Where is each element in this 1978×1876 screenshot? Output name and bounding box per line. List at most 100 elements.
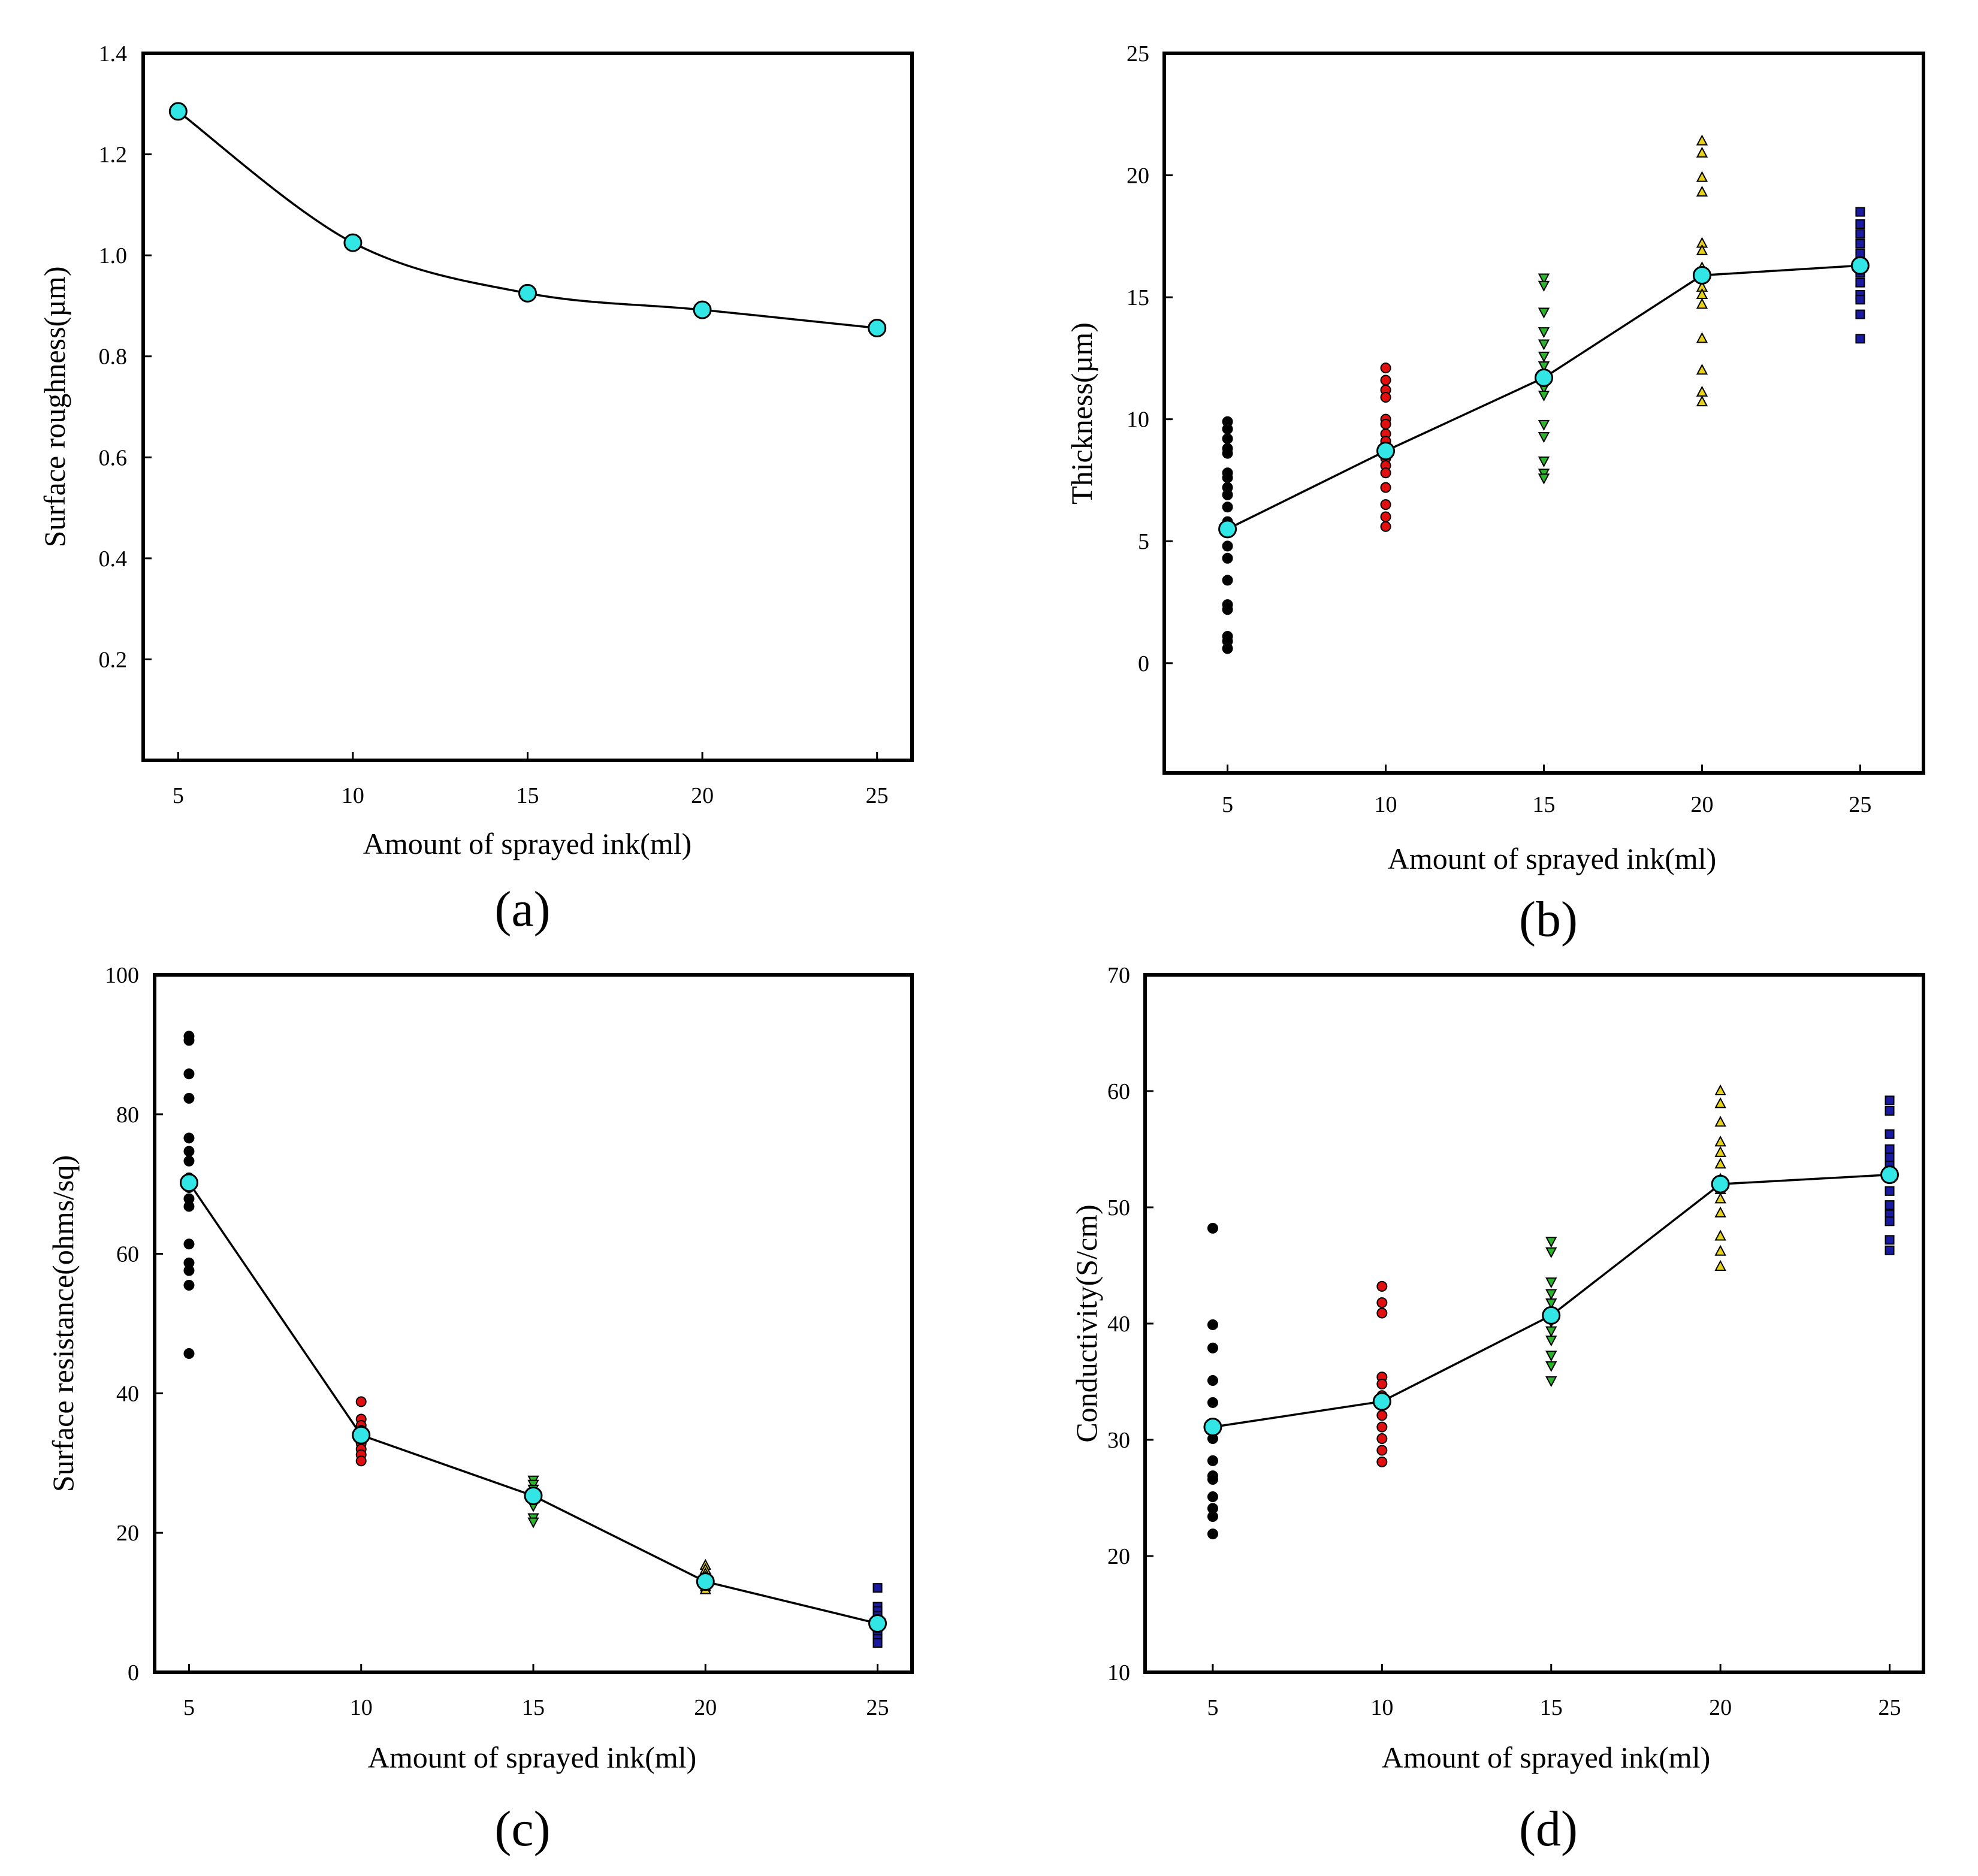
panel-b-point	[1380, 467, 1391, 479]
panel-b-frame	[1162, 52, 1925, 775]
panel-d-xtick-label: 5	[1207, 1695, 1218, 1720]
panel-a-mean-point	[343, 233, 363, 252]
panel-d-mean-point	[1880, 1165, 1900, 1185]
panel-d-point	[1885, 1216, 1895, 1227]
panel-b-mean-point	[1692, 265, 1711, 285]
panel-b-ytick-label: 5	[1138, 529, 1149, 554]
panel-b: 5 10 15 20 25 0 5 10 15 20 25 Amount of sprayed in…	[1065, 41, 1925, 947]
panel-d-ytick-label: 60	[1107, 1079, 1130, 1104]
panel-b-point	[1696, 185, 1708, 197]
panel-d-point	[1207, 1375, 1218, 1386]
panel-d-point	[1885, 1144, 1895, 1154]
panel-c-ytick-label: 100	[105, 963, 139, 988]
panel-b-point	[1696, 364, 1708, 375]
panel-d-point	[1376, 1421, 1388, 1433]
panel-d-mean-point	[1372, 1392, 1391, 1411]
panel-b-point	[1222, 552, 1233, 564]
panel-d-point	[1376, 1410, 1388, 1421]
panel-d-point	[1714, 1146, 1726, 1157]
panel-b-point	[1222, 472, 1233, 484]
panel-b-point	[1222, 502, 1233, 513]
panel-b-xtick-label: 15	[1533, 792, 1556, 817]
panel-d-point	[1714, 1116, 1726, 1127]
panel-c-frame	[153, 973, 914, 1674]
panel-b-point	[1380, 374, 1391, 386]
panel-c-xlabel: Amount of sprayed ink(ml)	[368, 1741, 697, 1774]
panel-b-point	[1222, 423, 1233, 434]
panel-b-xtick-label: 20	[1690, 792, 1713, 817]
panel-c-ytick-label: 20	[116, 1521, 139, 1546]
panel-b-point	[1696, 385, 1708, 397]
panel-b-ytick-label: 20	[1127, 164, 1149, 189]
panel-b-point	[1538, 351, 1550, 362]
panel-d-point	[1545, 1326, 1557, 1337]
panel-c-point	[183, 1201, 195, 1212]
panel-d-point	[1885, 1235, 1895, 1245]
panel-d-point	[1207, 1528, 1218, 1540]
panel-a-mean-point	[168, 102, 188, 121]
panel-b-point	[1222, 643, 1233, 654]
panel-b-point	[1380, 392, 1391, 403]
panel-d-point	[1207, 1319, 1218, 1330]
panel-b-series-25ml	[1855, 207, 1865, 344]
panel-c-point	[355, 1455, 367, 1467]
panel-d-point	[1885, 1200, 1895, 1210]
panel-b-point	[1696, 395, 1708, 407]
panel-b-point	[1380, 521, 1391, 532]
panel-b-ytick-label: 25	[1127, 41, 1149, 67]
panel-c-point	[183, 1035, 195, 1046]
panel-c-point	[183, 1132, 195, 1144]
panel-d-xlabel: Amount of sprayed ink(ml)	[1382, 1741, 1711, 1774]
panel-c-point	[872, 1583, 883, 1593]
panel-b-point	[1696, 134, 1708, 146]
panel-d-point	[1885, 1105, 1895, 1116]
panel-d-point	[1885, 1129, 1895, 1139]
panel-c-ytick-label: 60	[116, 1242, 139, 1267]
panel-a-marks	[168, 102, 887, 338]
panel-b-point	[1538, 456, 1550, 468]
panel-d-ytick-label: 40	[1107, 1312, 1130, 1337]
panel-b-point	[1855, 207, 1865, 217]
panel-d-point	[1376, 1297, 1388, 1309]
panel-d-xtick-label: 15	[1540, 1695, 1563, 1720]
panel-d-point	[1714, 1259, 1726, 1271]
panel-d-point	[1376, 1378, 1388, 1389]
panel-d-point	[1714, 1084, 1726, 1095]
panel-b-point	[1380, 418, 1391, 430]
panel-d-ytick-label: 70	[1107, 963, 1130, 988]
panel-a-ytick-label: 0.6	[99, 445, 128, 470]
panel-b-point	[1222, 575, 1233, 586]
panel-b-point	[1696, 171, 1708, 182]
panel-a-mean-point	[868, 319, 887, 338]
panel-a-ytick-label: 0.8	[99, 345, 128, 370]
panel-d-point	[1885, 1152, 1895, 1162]
panel-a-frame	[141, 52, 914, 762]
panel-b-point	[1380, 362, 1391, 374]
panel-c-mean-point	[352, 1425, 371, 1445]
panel-d-point	[1207, 1511, 1218, 1522]
panel-c-label: (c)	[494, 1801, 550, 1857]
panel-c-marks	[179, 1031, 887, 1648]
panel-a-ytick-label: 1.2	[99, 143, 128, 168]
panel-b-mean-point	[1218, 519, 1237, 539]
panel-c-point	[872, 1638, 883, 1648]
panel-c-point	[183, 1093, 195, 1104]
panel-d-point	[1376, 1433, 1388, 1445]
panel-b-marks	[1218, 134, 1870, 654]
panel-b-point	[1222, 448, 1233, 459]
panel-d-point	[1545, 1351, 1557, 1362]
panel-d-point	[1207, 1222, 1218, 1234]
panel-c-xtick-label: 5	[183, 1695, 195, 1720]
panel-b-point	[1538, 432, 1550, 443]
panel-a-ticks: 5 10 15 20 25 0.2 0.4 0.6 0.8 1.0 1.2 1.4	[99, 41, 889, 808]
panel-d-point	[1545, 1247, 1557, 1258]
panel-d-point	[1545, 1376, 1557, 1388]
panel-d-frame	[1143, 973, 1925, 1674]
panel-b-xlabel: Amount of sprayed ink(ml)	[1388, 842, 1717, 875]
panel-c-xtick-label: 25	[866, 1695, 889, 1720]
panel-a-ytick-label: 1.0	[99, 243, 128, 268]
panel-d-ticks: 5 10 15 20 25 10 20 30 40 50 60 70	[1107, 963, 1901, 1720]
panel-d-point	[1714, 1229, 1726, 1241]
panel-b-label: (b)	[1519, 892, 1578, 947]
panel-d-point	[1545, 1289, 1557, 1300]
